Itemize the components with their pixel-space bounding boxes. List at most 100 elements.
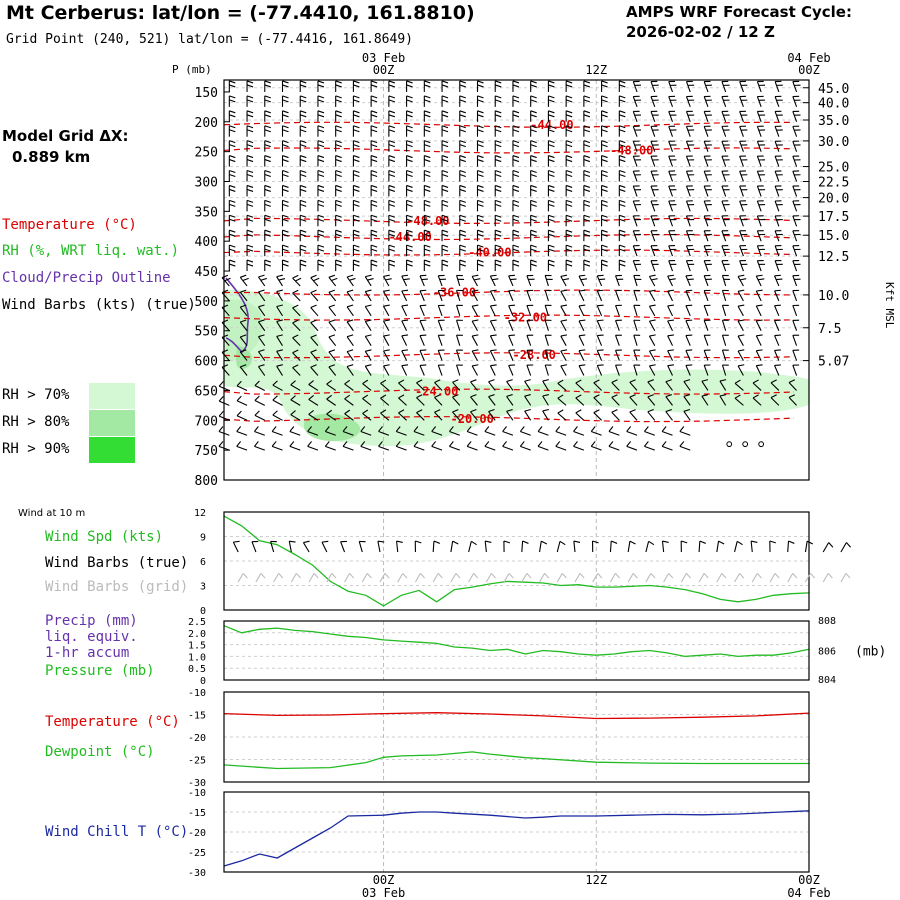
wind-barb: [388, 140, 396, 152]
barb-feather: [229, 155, 236, 159]
barb-feather: [512, 203, 520, 207]
barb-feather: [683, 379, 691, 383]
barb-staff: [792, 185, 798, 197]
barb-feather: [406, 99, 413, 103]
barb-feather: [495, 159, 502, 163]
barb-feather: [705, 248, 712, 251]
barb-staff: [685, 305, 691, 317]
barb-feather: [388, 203, 396, 207]
pressure-right-tick-label: 808: [818, 616, 836, 627]
wind-speed-label: Wind Spd (kts): [45, 529, 164, 545]
barb-feather: [449, 441, 454, 447]
wind-barb: [471, 274, 481, 287]
barb-feather: [278, 278, 286, 281]
wind-barb: [774, 170, 783, 182]
barb-staff: [276, 365, 283, 376]
wind-barb: [317, 110, 325, 122]
barb-feather: [670, 204, 677, 206]
barb-feather: [548, 140, 555, 144]
wind-barb: [685, 80, 695, 93]
wind-barb: [770, 394, 780, 406]
wind-barb: [362, 394, 372, 406]
barb-feather: [592, 540, 599, 544]
barb-feather: [508, 349, 515, 352]
barb-feather: [670, 233, 677, 236]
barb-staff: [485, 573, 492, 583]
barb-staff: [236, 430, 248, 436]
wind-barb: [668, 155, 677, 167]
barb-staff: [721, 156, 727, 167]
barb-feather: [441, 144, 449, 148]
barb-feather: [705, 129, 712, 131]
barb-feather: [401, 349, 409, 352]
barb-feather: [477, 184, 484, 188]
wind-barb: [452, 409, 461, 421]
barb-feather: [758, 263, 766, 266]
barb-feather: [353, 99, 360, 103]
barb-staff: [383, 350, 390, 361]
wind-barb: [236, 426, 248, 436]
wind-barb: [246, 155, 254, 167]
barb-feather: [704, 185, 711, 187]
wind-barb: [441, 125, 449, 137]
barb-feather: [359, 540, 366, 543]
barb-feather: [758, 174, 766, 176]
barb-feather: [633, 80, 640, 83]
barb-staff: [276, 291, 283, 302]
barb-staff: [257, 366, 266, 376]
temperature-contour: [223, 249, 795, 256]
barb-feather: [776, 233, 783, 236]
wind-barb: [281, 229, 289, 242]
barb-feather: [575, 394, 582, 399]
barb-feather: [721, 215, 729, 217]
barb-staff: [290, 414, 301, 421]
barb-staff: [383, 320, 390, 332]
wind-barb: [494, 95, 502, 107]
wind-barb: [364, 319, 372, 332]
barb-feather: [282, 99, 289, 103]
barb-feather: [424, 114, 431, 118]
barb-feather: [401, 334, 409, 337]
barb-feather: [652, 248, 659, 251]
barb-feather: [317, 114, 325, 118]
pressure-tick-label: 350: [195, 205, 218, 220]
barb-staff: [632, 141, 638, 152]
wind-barb-10m-grid: [290, 572, 301, 583]
barb-feather: [441, 218, 449, 222]
barb-feather: [737, 334, 745, 337]
barb-staff: [719, 380, 727, 391]
wind-barb: [737, 364, 745, 376]
barb-feather: [246, 184, 254, 188]
barb-feather: [335, 99, 342, 103]
barb-feather: [424, 199, 431, 203]
barb-feather: [308, 380, 314, 385]
wind-barb: [608, 426, 620, 436]
barb-feather: [495, 244, 502, 248]
barb-feather: [424, 229, 431, 233]
barb-feather: [601, 203, 608, 207]
pressure-tick-label: 500: [195, 295, 218, 310]
barb-feather: [317, 84, 325, 88]
barb-feather: [740, 248, 748, 251]
barb-feather: [388, 244, 396, 248]
barb-feather: [548, 233, 555, 237]
barb-feather: [721, 230, 729, 232]
barb-feather: [477, 203, 484, 207]
barb-feather: [300, 173, 307, 178]
chart-title: Mt Cerberus: lat/lon = (-77.4410, 161.88…: [6, 2, 475, 24]
barb-staff: [734, 573, 741, 583]
barb-feather: [776, 278, 783, 281]
barb-staff: [629, 381, 638, 391]
barb-feather: [457, 278, 465, 280]
wind-barb-10m-true: [804, 540, 814, 553]
wind-barb: [272, 410, 283, 421]
barb-feather: [757, 170, 764, 172]
wind-barb: [547, 95, 555, 107]
height-tick-label: 17.5: [818, 210, 849, 225]
barb-feather: [721, 125, 729, 127]
barb-staff: [703, 141, 709, 152]
barb-feather: [229, 214, 236, 218]
barb-feather: [634, 263, 641, 266]
wind-barb: [459, 259, 466, 272]
barb-feather: [548, 173, 555, 178]
